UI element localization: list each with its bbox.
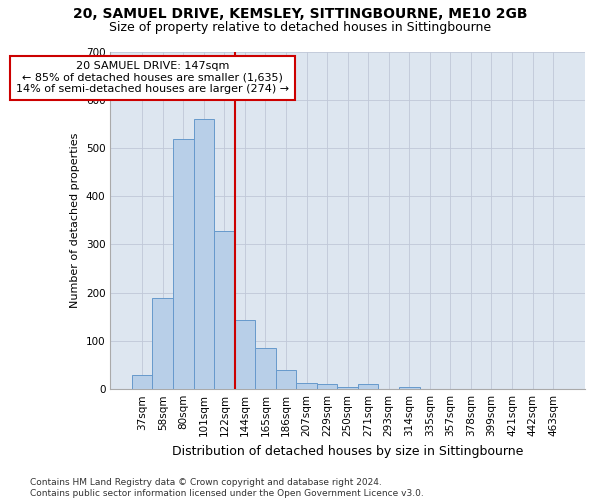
Text: 20, SAMUEL DRIVE, KEMSLEY, SITTINGBOURNE, ME10 2GB: 20, SAMUEL DRIVE, KEMSLEY, SITTINGBOURNE… xyxy=(73,8,527,22)
Text: Size of property relative to detached houses in Sittingbourne: Size of property relative to detached ho… xyxy=(109,21,491,34)
Text: 20 SAMUEL DRIVE: 147sqm
← 85% of detached houses are smaller (1,635)
14% of semi: 20 SAMUEL DRIVE: 147sqm ← 85% of detache… xyxy=(16,61,289,94)
Bar xyxy=(173,140,194,389)
Bar xyxy=(235,320,255,389)
Bar xyxy=(132,374,152,389)
Bar xyxy=(337,387,358,389)
Bar xyxy=(255,348,276,389)
Bar xyxy=(194,119,214,389)
Bar xyxy=(296,383,317,389)
Bar xyxy=(152,298,173,389)
Bar xyxy=(276,370,296,389)
Y-axis label: Number of detached properties: Number of detached properties xyxy=(70,132,80,308)
X-axis label: Distribution of detached houses by size in Sittingbourne: Distribution of detached houses by size … xyxy=(172,444,523,458)
Text: Contains HM Land Registry data © Crown copyright and database right 2024.
Contai: Contains HM Land Registry data © Crown c… xyxy=(30,478,424,498)
Bar xyxy=(399,387,419,389)
Bar xyxy=(358,384,379,389)
Bar xyxy=(317,384,337,389)
Bar xyxy=(214,231,235,389)
